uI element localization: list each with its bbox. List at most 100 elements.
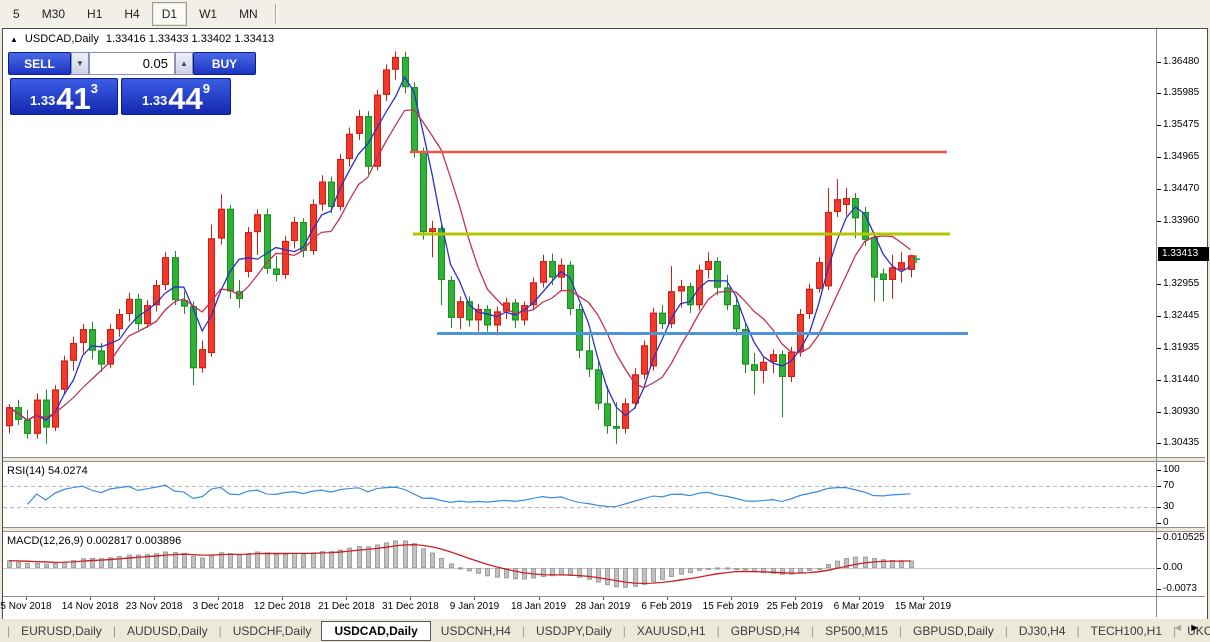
- tab-xauusd-h1[interactable]: XAUUSD,H1: [636, 623, 706, 638]
- volume-increase-button[interactable]: ▲: [175, 52, 193, 75]
- buy-price-display[interactable]: 1.33 44 9: [121, 78, 231, 115]
- date-axis-label: 31 Dec 2018: [382, 601, 439, 612]
- rsi-panel-canvas[interactable]: [3, 462, 1155, 527]
- date-axis-label: 9 Jan 2019: [449, 601, 500, 612]
- chart-symbol-label: USDCAD,Daily: [24, 33, 99, 45]
- price-axis-label: 1.36480: [1163, 56, 1200, 67]
- macd-label: MACD(12,26,9) 0.002817 0.003896: [7, 535, 182, 547]
- date-axis-label: 6 Mar 2019: [833, 601, 885, 612]
- macd-axis-tick: [1157, 568, 1161, 569]
- rsi-label: RSI(14) 54.0274: [7, 465, 88, 477]
- date-axis-tick: [730, 597, 732, 600]
- tab-usdchf-daily[interactable]: USDCHF,Daily: [232, 623, 312, 638]
- price-axis-label: 1.35985: [1163, 87, 1200, 99]
- price-axis-tick: [1157, 125, 1161, 127]
- toolbar-separator: [274, 4, 277, 24]
- rsi-axis-tick: [1157, 507, 1161, 509]
- timeframe-button-5[interactable]: 5: [13, 7, 20, 21]
- tab-usdjpy-daily[interactable]: USDJPY,Daily: [535, 623, 612, 638]
- macd-splitter[interactable]: [3, 527, 1205, 532]
- rsi-axis-tick: [1157, 485, 1161, 487]
- tab-usdcnh-h4[interactable]: USDCNH,H4: [440, 623, 511, 638]
- rsi-axis-label: 30: [1163, 501, 1175, 513]
- date-axis-tick: [410, 597, 412, 600]
- price-axis-tick: [1157, 93, 1161, 95]
- collapse-triangle-icon[interactable]: ▲: [10, 34, 18, 44]
- timeframe-button-MN[interactable]: MN: [239, 7, 258, 21]
- timeframe-button-D1[interactable]: D1: [151, 2, 188, 26]
- price-axis-tick: [1157, 348, 1161, 350]
- tab-gbpusd-daily[interactable]: GBPUSD,Daily: [913, 623, 994, 638]
- price-axis-tick: [1157, 220, 1161, 222]
- macd-panel-canvas[interactable]: [3, 532, 1155, 596]
- date-axis-label: 14 Nov 2018: [61, 601, 119, 612]
- macd-axis-tick: [1157, 588, 1161, 590]
- price-axis-tick: [1157, 316, 1161, 318]
- price-axis-tick: [1157, 411, 1161, 413]
- date-axis-label: 23 Nov 2018: [125, 601, 183, 612]
- price-axis-tick: [1157, 284, 1161, 286]
- date-axis-tick: [282, 597, 284, 600]
- price-axis-label: 1.32955: [1163, 278, 1200, 290]
- date-axis-tick: [474, 597, 476, 600]
- tab-separator: |: [1004, 623, 1008, 638]
- tab-dj30-h4[interactable]: DJ30,H4: [1018, 623, 1066, 638]
- date-axis-line: [3, 596, 1205, 597]
- price-axis-tick: [1157, 379, 1161, 381]
- tab-ukc[interactable]: UKC: [1187, 623, 1210, 638]
- sell-price-display[interactable]: 1.33 41 3: [10, 78, 118, 115]
- price-axis-label: 1.30435: [1163, 436, 1200, 448]
- price-axis-label: 1.35475: [1163, 119, 1200, 131]
- price-axis-label: 1.31440: [1163, 373, 1200, 385]
- tab-eurusd-daily[interactable]: EURUSD,Daily: [21, 623, 102, 638]
- macd-axis-label: -0.0073: [1163, 582, 1197, 594]
- date-axis-tick: [26, 597, 27, 600]
- timeframe-button-H1[interactable]: H1: [87, 7, 103, 21]
- date-axis-tick: [858, 597, 860, 600]
- date-axis-label: 15 Mar 2019: [894, 601, 952, 612]
- chart-window: ▲ USDCAD,Daily 1.33416 1.33433 1.33402 1…: [0, 28, 1209, 620]
- tab-audusd-daily[interactable]: AUDUSD,Daily: [126, 623, 208, 638]
- date-axis-label: 21 Dec 2018: [317, 601, 375, 612]
- date-axis-label: 3 Dec 2018: [192, 601, 244, 612]
- rsi-splitter[interactable]: [3, 457, 1205, 462]
- timeframe-toolbar: 5 M30 H1 H4 D1 W1 MN: [0, 0, 1210, 28]
- tab-sp500-m15[interactable]: SP500,M15: [825, 623, 888, 638]
- date-axis-tick: [794, 597, 796, 600]
- price-axis-label: 1.33960: [1163, 214, 1200, 226]
- current-price-tag: 1.33413: [1158, 247, 1209, 261]
- buy-price-sup: 9: [202, 81, 211, 96]
- volume-input[interactable]: 0.05: [89, 52, 175, 75]
- tab-scroll-arrows: ◄►: [1172, 622, 1206, 634]
- sell-button[interactable]: SELL: [8, 52, 71, 75]
- price-axis-tick: [1157, 62, 1161, 63]
- date-axis-tick: [218, 597, 220, 600]
- chart-ohlc-values: 1.33416 1.33433 1.33402 1.33413: [105, 33, 275, 45]
- price-axis-tick: [1157, 157, 1161, 159]
- price-axis-label: 1.30930: [1163, 405, 1200, 417]
- tab-separator: |: [112, 623, 116, 638]
- tab-scroll-right-icon[interactable]: ►: [1189, 622, 1206, 634]
- price-axis-tick: [1157, 188, 1161, 190]
- timeframe-button-H4[interactable]: H4: [124, 7, 140, 21]
- buy-button[interactable]: BUY: [193, 52, 256, 75]
- timeframe-button-M30[interactable]: M30: [41, 7, 66, 21]
- tab-tech100-h1[interactable]: TECH100,H1: [1090, 623, 1163, 638]
- tab-gbpusd-h4[interactable]: GBPUSD,H4: [730, 623, 801, 638]
- tab-separator: |: [7, 623, 11, 638]
- buy-price-base: 1.33: [141, 93, 168, 108]
- tab-separator: |: [898, 623, 903, 638]
- rsi-axis-label: 70: [1163, 479, 1175, 491]
- date-axis-tick: [346, 597, 348, 600]
- timeframe-button-W1[interactable]: W1: [199, 7, 218, 21]
- tab-scroll-left-icon[interactable]: ◄: [1172, 622, 1190, 634]
- macd-axis-label: 0.010525: [1163, 532, 1205, 543]
- date-axis-tick: [90, 597, 92, 600]
- macd-axis-label: 0.00: [1163, 562, 1183, 573]
- tab-separator: |: [218, 623, 222, 638]
- volume-decrease-button[interactable]: ▼: [71, 52, 89, 75]
- price-axis-tick: [1157, 442, 1161, 444]
- tab-usdcad-daily[interactable]: USDCAD,Daily: [321, 620, 431, 641]
- tab-separator: |: [521, 623, 525, 638]
